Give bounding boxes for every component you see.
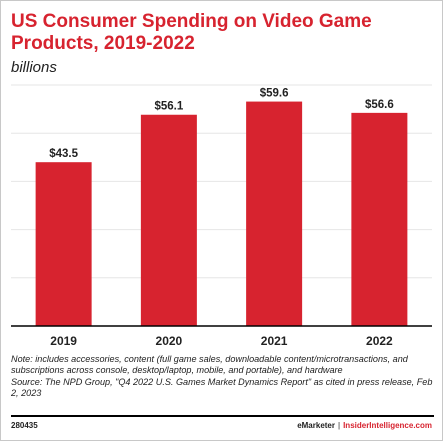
x-tick-label-2022: 2022 xyxy=(366,334,393,348)
bar-2019 xyxy=(35,162,92,326)
data-labels: $43.5 $56.1 $59.6 $56.6 xyxy=(49,88,394,161)
bar-2021 xyxy=(246,101,303,326)
brand-separator: | xyxy=(338,421,341,430)
bar-chart: $43.5 $56.1 $59.6 $56.6 2019 2020 2021 2022 xyxy=(11,84,432,348)
bar-2022 xyxy=(351,112,408,326)
source-text: Source: The NPD Group, "Q4 2022 U.S. Gam… xyxy=(11,376,433,398)
footer-brand: eMarketer | InsiderIntelligence.com xyxy=(297,421,432,431)
chart-subtitle: billions xyxy=(11,59,57,76)
data-label-2021: $59.6 xyxy=(260,88,289,100)
data-label-2020: $56.1 xyxy=(154,101,183,113)
x-tick-label-2020: 2020 xyxy=(156,334,183,348)
note-text: Note: includes accessories, content (ful… xyxy=(11,354,408,376)
data-label-2022: $56.6 xyxy=(365,99,394,111)
chart-notes: Note: includes accessories, content (ful… xyxy=(11,354,436,399)
data-label-2019: $43.5 xyxy=(49,148,78,160)
chart-title: US Consumer Spending on Video Game Produ… xyxy=(11,11,372,54)
brand-name: eMarketer xyxy=(297,421,335,430)
bars xyxy=(35,101,408,326)
brand-site-link[interactable]: InsiderIntelligence.com xyxy=(343,421,432,430)
x-tick-label-2019: 2019 xyxy=(50,334,77,348)
x-axis: 2019 2020 2021 2022 xyxy=(11,325,432,348)
bar-2020 xyxy=(140,114,197,326)
chart-id: 280435 xyxy=(11,421,38,430)
footer-divider xyxy=(11,415,434,417)
x-tick-label-2021: 2021 xyxy=(261,334,288,348)
